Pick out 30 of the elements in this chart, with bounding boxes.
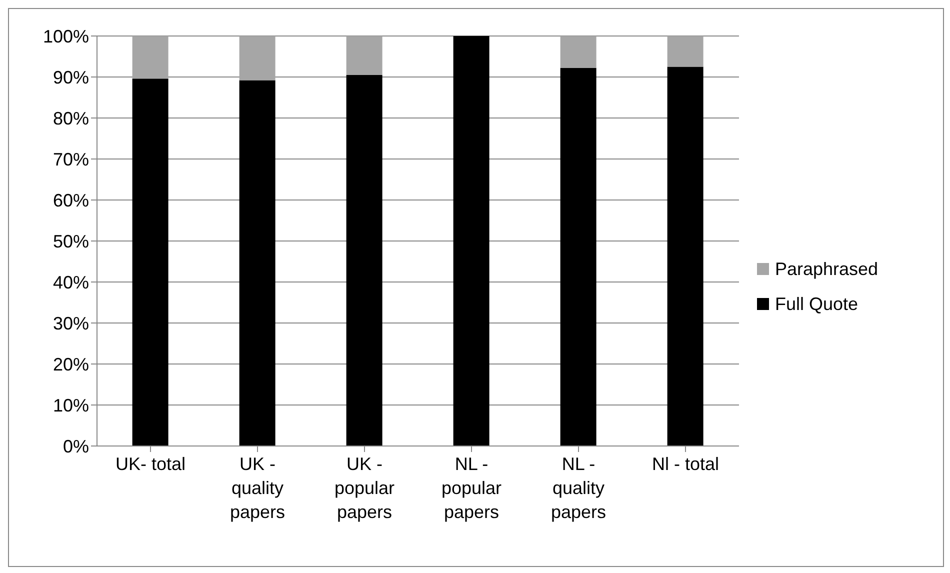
bar	[453, 36, 490, 446]
y-tick-label: 30%	[52, 313, 89, 334]
x-tick-label: Nl - total	[652, 454, 720, 474]
x-tick-label: UK - popular papers	[334, 454, 395, 522]
y-tick-label: 100%	[42, 26, 89, 46]
y-tick-label: 80%	[52, 108, 89, 128]
bar	[346, 36, 382, 75]
x-tick-label: UK- total	[115, 454, 186, 474]
legend-label: Paraphrased	[775, 258, 878, 280]
y-tick-label: 60%	[52, 190, 89, 210]
bar	[560, 68, 596, 446]
bar	[346, 74, 382, 446]
x-tick-label: NL - quality papers	[550, 454, 606, 522]
bar	[667, 36, 704, 67]
x-tick-label: NL - popular papers	[441, 454, 502, 522]
bar	[239, 80, 276, 446]
y-tick-label: 70%	[52, 149, 89, 170]
bar	[132, 36, 168, 79]
bar	[132, 78, 168, 446]
y-tick-label: 20%	[52, 354, 89, 374]
y-tick-label: 90%	[52, 67, 89, 88]
legend-label: Full Quote	[775, 294, 858, 314]
y-tick-label: 10%	[52, 395, 89, 416]
y-tick-label: 40%	[52, 272, 89, 292]
y-tick-label: 0%	[62, 436, 89, 456]
x-tick-label: UK - quality papers	[230, 454, 286, 522]
bar	[239, 36, 276, 80]
bar	[667, 66, 704, 446]
bar	[560, 36, 596, 68]
y-tick-label: 50%	[52, 231, 89, 252]
